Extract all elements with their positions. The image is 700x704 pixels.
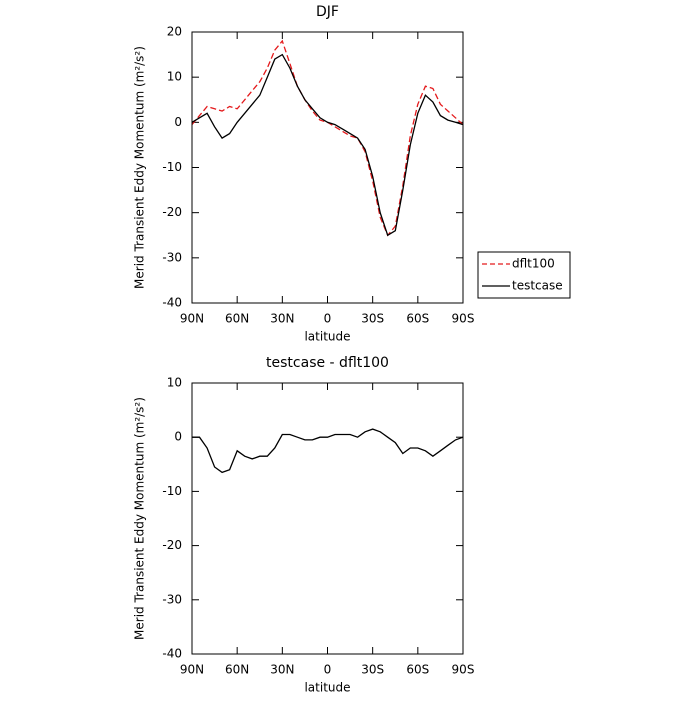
x-tick-label: 90S [452, 663, 475, 677]
data-line [191, 39, 464, 237]
x-tick-label: 30S [361, 663, 384, 677]
legend-box [477, 251, 571, 299]
data-line [192, 428, 464, 474]
y-tick-label: -10 [162, 160, 182, 174]
x-tick-label: 90N [180, 663, 204, 677]
y-axis-label: Merid Transient Eddy Momentum (m²/s²) [133, 397, 147, 640]
x-tick-label: 0 [324, 663, 332, 677]
x-tick-label: 30N [270, 312, 294, 326]
x-axis-label: latitude [304, 330, 350, 344]
legend-label: testcase [512, 279, 563, 293]
x-tick-label: 30S [361, 312, 384, 326]
y-tick-label: 20 [167, 25, 182, 39]
chart-title: DJF [316, 4, 339, 20]
x-tick-label: 60S [406, 663, 429, 677]
y-tick-label: -10 [162, 484, 182, 498]
legend-label: dflt100 [512, 257, 555, 271]
x-tick-label: 60S [406, 312, 429, 326]
y-tick-label: -30 [162, 250, 182, 264]
x-tick-label: 60N [225, 663, 249, 677]
y-tick-label: -40 [162, 647, 182, 661]
data-line [191, 53, 464, 237]
y-tick-label: 10 [167, 70, 182, 84]
x-tick-label: 90N [180, 312, 204, 326]
y-tick-label: 10 [167, 376, 182, 390]
y-tick-label: 0 [174, 115, 182, 129]
y-tick-label: 0 [174, 430, 182, 444]
x-axis-label: latitude [304, 681, 350, 695]
y-tick-label: -20 [162, 538, 182, 552]
y-tick-label: -40 [162, 296, 182, 310]
plot-frame [191, 382, 464, 655]
x-tick-label: 90S [452, 312, 475, 326]
x-tick-label: 30N [270, 663, 294, 677]
plot-frame [191, 31, 464, 304]
x-tick-label: 60N [225, 312, 249, 326]
y-tick-label: -30 [162, 592, 182, 606]
x-tick-label: 0 [324, 312, 332, 326]
y-axis-label: Merid Transient Eddy Momentum (m²/s²) [133, 46, 147, 289]
y-tick-label: -20 [162, 205, 182, 219]
chart-title: testcase - dflt100 [266, 355, 389, 371]
